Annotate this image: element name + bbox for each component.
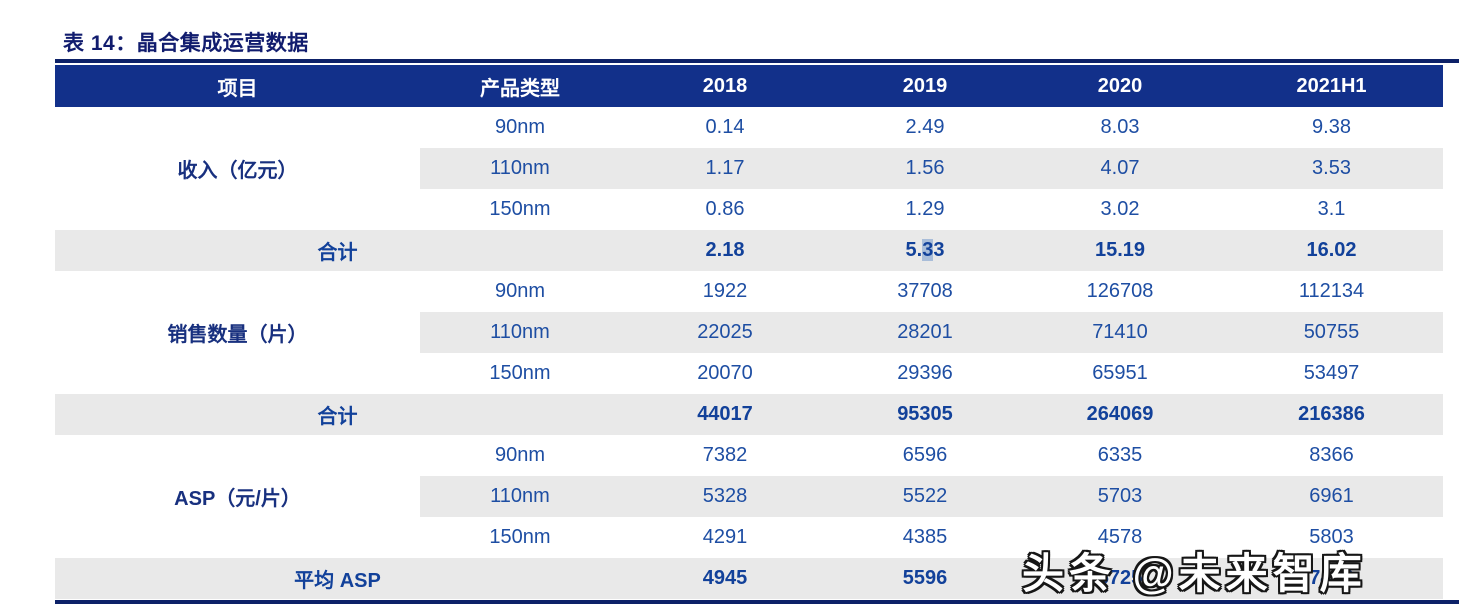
cell-value: 37708 — [897, 280, 953, 302]
cell-value: 216386 — [1220, 394, 1443, 435]
cell-value: 53497 — [1303, 362, 1360, 384]
table-bottom-rule — [55, 600, 1459, 604]
cell-value: 0.14 — [705, 116, 745, 138]
table-row: 150nm 0.86 1.29 3.02 3.1 — [55, 189, 1443, 230]
total-label: 合计 — [55, 394, 620, 435]
cell-value: 4385 — [902, 526, 948, 548]
cell-value: 5803 — [1309, 526, 1354, 548]
col-header-2020: 2020 — [1097, 74, 1143, 97]
cell-value: 8366 — [1309, 444, 1354, 466]
table-row: 110nm 1.17 1.56 4.07 3.53 — [55, 148, 1443, 189]
cell-value: 50755 — [1220, 312, 1443, 353]
cell-value: 9.38 — [1312, 116, 1351, 138]
product-type: 110nm — [420, 148, 620, 189]
cell-value: 2.49 — [905, 116, 945, 138]
cell-value: 6961 — [1220, 476, 1443, 517]
cell-value: 20070 — [697, 362, 753, 384]
product-type: 150nm — [489, 198, 551, 220]
cell-value: 5522 — [830, 476, 1020, 517]
cell-value: 4578 — [1097, 526, 1143, 548]
col-header-2018: 2018 — [702, 74, 748, 97]
title-underline — [55, 59, 1459, 63]
product-type: 90nm — [494, 280, 546, 302]
cell-value: 4.07 — [1020, 148, 1220, 189]
cell-value: 7403 — [1220, 558, 1443, 599]
cell-value: 3.02 — [1100, 198, 1140, 220]
cell-value: 16.02 — [1220, 230, 1443, 271]
product-type: 90nm — [494, 116, 546, 138]
total-label: 合计 — [55, 230, 620, 271]
item-label-asp: ASP（元/片） — [55, 435, 420, 558]
cell-value: 22025 — [620, 312, 830, 353]
col-header-item: 项目 — [217, 77, 258, 100]
cell-value: 65951 — [1092, 362, 1148, 384]
cell-value: 1.17 — [620, 148, 830, 189]
cell-value: 264069 — [1020, 394, 1220, 435]
cell-value: 3.1 — [1317, 198, 1346, 220]
product-type: 150nm — [489, 526, 551, 548]
cell-value: 5596 — [830, 558, 1020, 599]
selected-text: 3 — [922, 239, 934, 261]
cell-value: 95305 — [830, 394, 1020, 435]
table-row: 收入（亿元） 90nm 0.14 2.49 8.03 9.38 — [55, 107, 1443, 230]
table-row: ASP（元/片） 90nm 7382 6596 6335 8366 — [55, 435, 1443, 558]
item-label-sales-volume: 销售数量（片） — [55, 271, 420, 394]
total-row-sales-volume: 合计 44017 95305 264069 216386 — [55, 394, 1443, 435]
product-type: 150nm — [489, 362, 551, 384]
cell-value: 5328 — [620, 476, 830, 517]
cell-value: 4291 — [702, 526, 748, 548]
col-header-2019: 2019 — [902, 74, 948, 97]
col-header-2021h1: 2021H1 — [1296, 74, 1367, 97]
cell-value: 8.03 — [1100, 116, 1140, 138]
cell-value: 44017 — [620, 394, 830, 435]
operating-data-table: 项目 产品类型 2018 2019 2020 2021H1 收入（亿元） 90n… — [55, 65, 1443, 599]
total-row-revenue: 合计 2.18 5.33 15.19 16.02 — [55, 230, 1443, 271]
cell-value: 4945 — [620, 558, 830, 599]
table-title: 表 14：晶合集成运营数据 — [63, 32, 309, 55]
cell-value: 28201 — [830, 312, 1020, 353]
cell-value: 1.29 — [905, 198, 945, 220]
cell-value: 0.86 — [705, 198, 745, 220]
cell-value: 5703 — [1020, 476, 1220, 517]
cell-value: 6596 — [902, 444, 948, 466]
cell-value: 1922 — [702, 280, 748, 302]
total-label: 平均 ASP — [55, 558, 620, 599]
cell-value: 29396 — [897, 362, 953, 384]
table-row: 110nm 5328 5522 5703 6961 — [55, 476, 1443, 517]
cell-value: 1.56 — [830, 148, 1020, 189]
watermark: 头条 @未来智库 — [1022, 550, 1367, 597]
cell-value: 112134 — [1298, 280, 1365, 302]
cell-value-with-selection: 5.33 — [830, 230, 1020, 271]
table-row: 110nm 22025 28201 71410 50755 — [55, 312, 1443, 353]
cell-value: 3.53 — [1220, 148, 1443, 189]
cell-value: 2.18 — [620, 230, 830, 271]
cell-value: 6335 — [1097, 444, 1143, 466]
product-type: 110nm — [420, 312, 620, 353]
table-row: 销售数量（片） 90nm 1922 37708 126708 112134 — [55, 271, 1443, 394]
cell-value: 15.19 — [1020, 230, 1220, 271]
cell-value: 5725 — [1020, 558, 1220, 599]
item-label-revenue: 收入（亿元） — [55, 107, 420, 230]
product-type: 110nm — [420, 476, 620, 517]
cell-value: 71410 — [1020, 312, 1220, 353]
product-type: 90nm — [494, 444, 546, 466]
value-part: 3 — [933, 239, 945, 261]
col-header-product-type: 产品类型 — [480, 77, 560, 100]
total-row-average-asp: 平均 ASP 4945 5596 5725 7403 — [55, 558, 1443, 599]
header-row: 项目 产品类型 2018 2019 2020 2021H1 — [55, 65, 1443, 107]
table-row: 150nm 20070 29396 65951 53497 — [55, 353, 1443, 394]
table-row: 150nm 4291 4385 4578 5803 — [55, 517, 1443, 558]
cell-value: 7382 — [702, 444, 748, 466]
value-part: 5. — [905, 239, 923, 261]
cell-value: 126708 — [1086, 280, 1154, 302]
